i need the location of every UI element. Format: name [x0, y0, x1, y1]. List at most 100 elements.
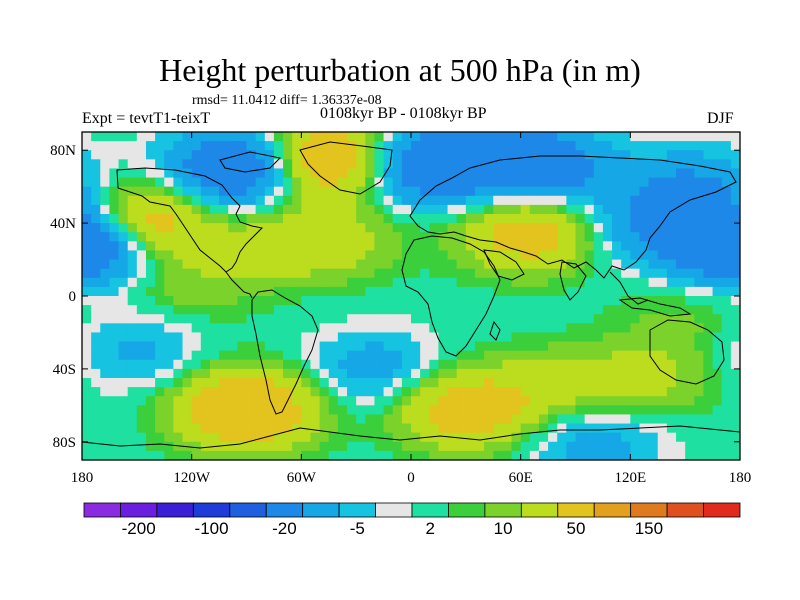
field-cell: [566, 268, 577, 279]
field-cell: [493, 195, 503, 206]
field-cell: [173, 332, 184, 343]
field-cell: [228, 323, 238, 334]
field-cell: [593, 423, 604, 434]
field-cell: [173, 250, 184, 261]
field-cell: [694, 432, 705, 443]
field-cell: [621, 204, 631, 215]
field-cell: [676, 277, 686, 288]
field-cell: [712, 378, 723, 388]
field-cell: [721, 414, 732, 425]
field-cell: [566, 450, 577, 460]
field-cell: [209, 387, 220, 397]
field-cell: [356, 432, 366, 443]
field-cell: [365, 341, 376, 352]
field-cell: [182, 159, 193, 170]
field-cell: [420, 405, 430, 416]
field-cell: [136, 204, 147, 215]
field-cell: [721, 168, 732, 179]
field-cell: [538, 450, 549, 460]
field-cell: [91, 214, 101, 224]
field-cell: [666, 195, 677, 206]
field-cell: [347, 432, 357, 443]
field-cell: [328, 259, 339, 270]
field-cell: [411, 268, 421, 279]
field-cell: [657, 450, 668, 460]
field-cell: [365, 159, 376, 170]
field-cell: [557, 150, 567, 160]
field-cell: [118, 350, 129, 361]
field-cell: [447, 159, 458, 170]
field-cell: [676, 368, 686, 379]
field-cell: [182, 250, 193, 261]
field-cell: [255, 378, 266, 388]
field-cell: [511, 168, 522, 179]
field-cell: [520, 286, 531, 297]
field-cell: [676, 250, 686, 261]
field-cell: [465, 177, 476, 188]
field-cell: [612, 204, 622, 215]
field-cell: [721, 241, 732, 252]
field-cell: [429, 214, 440, 224]
field-cell: [730, 387, 740, 397]
field-cell: [365, 387, 376, 397]
field-cell: [730, 195, 740, 206]
field-cell: [209, 405, 220, 416]
field-cell: [173, 305, 184, 315]
field-cell: [91, 259, 101, 270]
field-cell: [100, 432, 111, 443]
field-cell: [548, 323, 558, 334]
field-cell: [82, 150, 92, 160]
field-cell: [200, 305, 211, 315]
field-cell: [273, 414, 284, 425]
field-cell: [602, 204, 613, 215]
field-cell: [91, 450, 101, 460]
field-cell: [100, 341, 111, 352]
field-cell: [612, 250, 622, 261]
field-cell: [118, 141, 129, 151]
field-cell: [484, 186, 494, 197]
field-cell: [155, 296, 165, 306]
field-cell: [182, 332, 193, 343]
field-cell: [337, 423, 348, 434]
field-cell: [383, 232, 394, 242]
field-cell: [465, 378, 476, 388]
field-cell: [575, 350, 586, 361]
field-cell: [575, 432, 586, 443]
field-cell: [721, 441, 732, 452]
field-cell: [246, 159, 257, 170]
field-cell: [337, 450, 348, 460]
field-cell: [219, 259, 229, 270]
field-cell: [136, 450, 147, 460]
field-cell: [155, 250, 165, 261]
field-cell: [712, 223, 723, 233]
field-cell: [584, 250, 595, 261]
field-cell: [118, 332, 129, 343]
field-cell: [127, 141, 138, 151]
field-cell: [493, 414, 503, 425]
field-cell: [566, 232, 577, 242]
field-cell: [365, 414, 376, 425]
field-cell: [411, 441, 421, 452]
field-cell: [228, 432, 238, 443]
field-cell: [420, 450, 430, 460]
field-cell: [219, 378, 229, 388]
field-cell: [694, 177, 705, 188]
field-cell: [584, 277, 595, 288]
field-cell: [529, 186, 540, 197]
field-cell: [118, 159, 129, 170]
field-cell: [502, 168, 513, 179]
field-cell: [237, 141, 248, 151]
field-cell: [374, 341, 385, 352]
field-cell: [520, 378, 531, 388]
field-cell: [529, 286, 540, 297]
field-cell: [237, 241, 248, 252]
field-cell: [182, 432, 193, 443]
field-cell: [401, 250, 412, 261]
field-cell: [566, 214, 577, 224]
field-cell: [529, 132, 540, 142]
field-cell: [91, 405, 101, 416]
field-cell: [648, 441, 659, 452]
field-cell: [648, 341, 659, 352]
field-cell: [374, 368, 385, 379]
